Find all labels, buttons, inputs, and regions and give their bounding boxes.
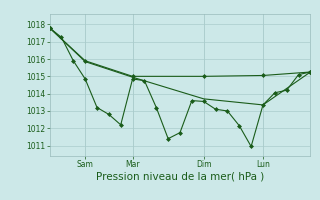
X-axis label: Pression niveau de la mer( hPa ): Pression niveau de la mer( hPa ): [96, 172, 264, 182]
